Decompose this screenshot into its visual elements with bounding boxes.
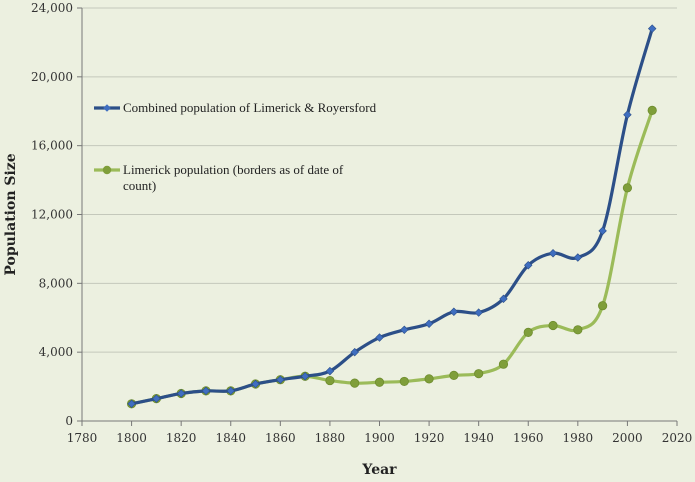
data-point	[548, 320, 558, 331]
x-tick-label: 1900	[364, 431, 395, 445]
y-tick-label: 8,000	[39, 276, 73, 290]
data-point	[152, 394, 161, 403]
data-point	[424, 374, 434, 384]
series-combined	[127, 24, 657, 409]
x-tick-label: 1860	[265, 431, 296, 445]
data-point	[524, 261, 533, 270]
y-axis-title: Population Size	[3, 153, 19, 275]
legend-label-line: Limerick population (borders as of date …	[123, 162, 344, 177]
x-tick-label: 2000	[612, 431, 643, 445]
x-tick-label: 1840	[215, 431, 246, 445]
gridlines	[82, 7, 677, 353]
x-tick-label: 1800	[116, 431, 147, 445]
x-tick-label: 1980	[563, 431, 594, 445]
data-point	[424, 319, 434, 328]
legend-swatch-marker	[103, 104, 111, 112]
data-point	[226, 386, 235, 396]
y-tick-label: 0	[65, 414, 73, 428]
data-point	[573, 325, 583, 335]
data-point	[400, 325, 409, 335]
x-tick-label: 1940	[463, 431, 494, 445]
data-point	[399, 376, 409, 387]
x-axis-title: Year	[361, 462, 397, 478]
data-point	[325, 366, 335, 376]
data-point	[523, 327, 533, 337]
y-tick-label: 24,000	[31, 1, 73, 15]
data-point	[598, 226, 607, 236]
legend: Combined population of Limerick & Royers…	[94, 100, 377, 193]
legend-label: Limerick population (borders as of date …	[123, 162, 344, 193]
data-point	[622, 183, 633, 193]
y-tick-label: 12,000	[31, 208, 73, 222]
legend-label-line: count)	[123, 178, 156, 193]
data-point	[598, 301, 608, 311]
legend-entry-combined: Combined population of Limerick & Royers…	[94, 100, 377, 115]
series-layer	[126, 24, 657, 409]
x-tick-label: 1820	[166, 431, 197, 445]
y-tick-label: 16,000	[31, 139, 73, 153]
y-tick-label: 20,000	[31, 70, 73, 84]
data-point	[499, 294, 508, 304]
x-tick-labels: 1780 1800 1820 1840 1860 1880 1900 1920 1940 1960…	[67, 421, 693, 445]
data-point	[449, 370, 459, 380]
data-point	[375, 333, 384, 342]
x-tick-label: 1960	[513, 431, 544, 445]
data-point	[647, 24, 657, 33]
data-point	[350, 378, 360, 388]
data-point	[201, 386, 211, 396]
y-tick-label: 4,000	[39, 345, 73, 359]
data-point	[474, 308, 483, 317]
data-point	[623, 110, 632, 119]
data-point	[300, 372, 310, 381]
data-point	[647, 105, 657, 115]
x-tick-label: 2020	[662, 431, 693, 445]
data-point	[498, 359, 509, 369]
data-point	[276, 375, 285, 384]
series-line	[129, 27, 654, 406]
y-tick-labels: 0 4,000 8,000 12,000 16,000 20,000 24,000	[31, 1, 82, 428]
x-tick-label: 1880	[315, 431, 346, 445]
data-point	[474, 369, 484, 379]
data-point	[350, 347, 359, 357]
data-point	[127, 399, 136, 409]
legend-label: Combined population of Limerick & Royers…	[123, 100, 377, 115]
legend-label-line: Combined population of Limerick & Royers…	[123, 100, 377, 115]
x-tick-label: 1920	[414, 431, 445, 445]
data-point	[325, 375, 335, 386]
data-point	[573, 253, 583, 262]
data-point	[374, 377, 385, 387]
x-tick-label: 1780	[67, 431, 98, 445]
data-point	[176, 389, 186, 398]
data-point	[548, 248, 558, 258]
legend-swatch-marker	[102, 165, 112, 175]
legend-entry-limerick: Limerick population (borders as of date …	[94, 162, 344, 193]
data-point	[449, 307, 459, 316]
data-point	[251, 379, 260, 389]
